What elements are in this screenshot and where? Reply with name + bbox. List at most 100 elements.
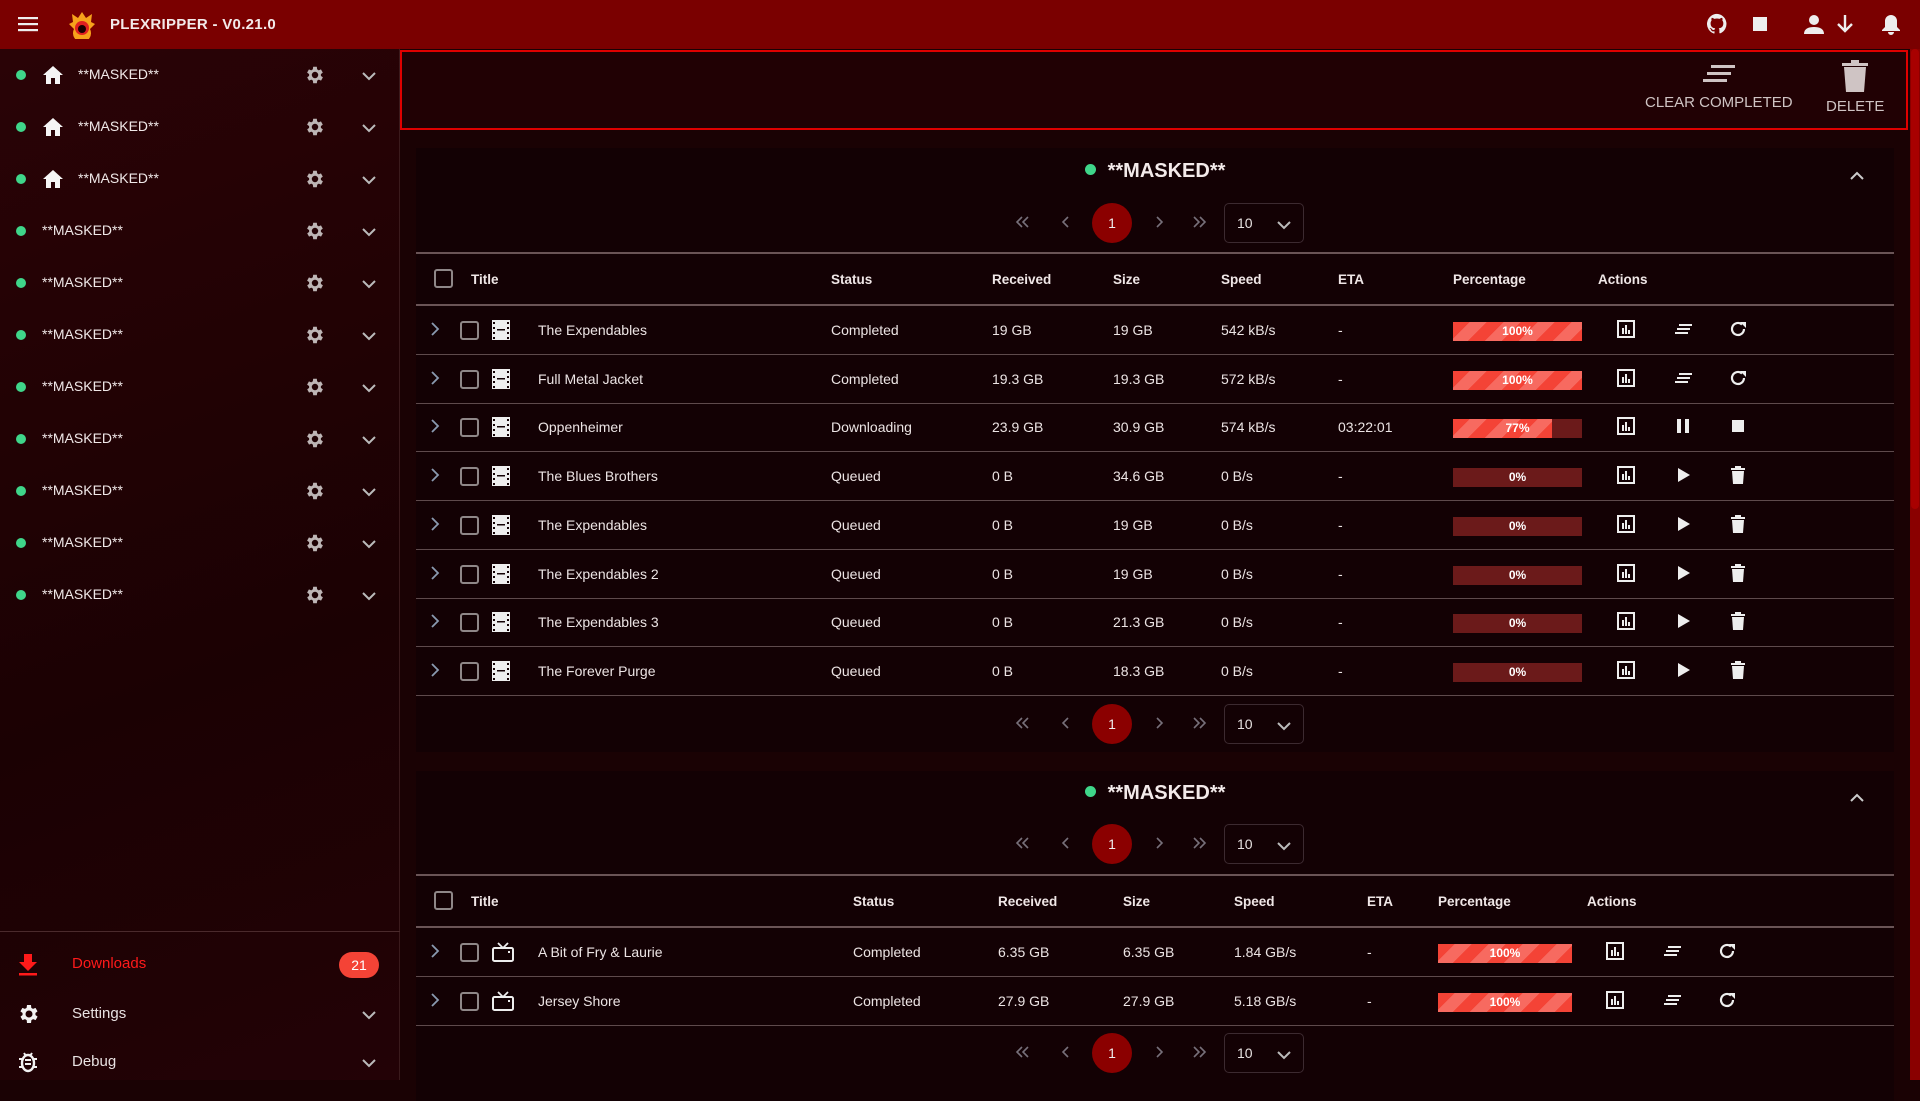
- gear-icon[interactable]: [304, 428, 326, 455]
- chevron-right-icon[interactable]: [430, 663, 440, 682]
- sidebar-server-item[interactable]: **MASKED**: [0, 465, 400, 517]
- gear-icon[interactable]: [304, 324, 326, 351]
- gear-icon[interactable]: [304, 376, 326, 403]
- first-page-icon[interactable]: [1014, 836, 1030, 855]
- next-page-icon[interactable]: [1154, 1045, 1164, 1064]
- current-page-button[interactable]: 1: [1092, 203, 1132, 243]
- gear-icon[interactable]: [304, 532, 326, 559]
- first-page-icon[interactable]: [1014, 1045, 1030, 1064]
- account-icon[interactable]: [1803, 13, 1825, 40]
- row-checkbox[interactable]: [460, 613, 479, 633]
- sidebar-server-item[interactable]: **MASKED**: [0, 153, 400, 205]
- column-header-speed[interactable]: Speed: [1234, 894, 1275, 909]
- chevron-up-icon[interactable]: [1850, 168, 1864, 186]
- first-page-icon[interactable]: [1014, 215, 1030, 234]
- previous-page-icon[interactable]: [1061, 215, 1071, 234]
- gear-icon[interactable]: [304, 584, 326, 611]
- rows-per-page-select[interactable]: 10: [1224, 704, 1304, 744]
- column-header-status[interactable]: Status: [831, 272, 873, 287]
- chevron-down-icon[interactable]: [362, 1007, 376, 1025]
- clear-icon[interactable]: [1674, 369, 1692, 392]
- row-checkbox[interactable]: [460, 991, 479, 1011]
- details-icon[interactable]: [1617, 660, 1635, 684]
- chevron-down-icon[interactable]: [362, 68, 376, 86]
- stop-icon[interactable]: [1753, 17, 1767, 36]
- gear-icon[interactable]: [304, 168, 326, 195]
- previous-page-icon[interactable]: [1061, 836, 1071, 855]
- delete-icon[interactable]: [1729, 660, 1747, 684]
- chevron-right-icon[interactable]: [430, 565, 440, 585]
- chevron-down-icon[interactable]: [362, 224, 376, 242]
- row-checkbox[interactable]: [460, 564, 479, 584]
- column-header-percentage[interactable]: Percentage: [1453, 272, 1526, 287]
- chevron-right-icon[interactable]: [430, 614, 440, 633]
- play-icon[interactable]: [1674, 661, 1692, 684]
- sidebar-server-item[interactable]: **MASKED**: [0, 413, 400, 465]
- row-checkbox[interactable]: [460, 661, 479, 681]
- play-icon[interactable]: [1674, 564, 1692, 587]
- nav-debug[interactable]: Debug: [0, 1038, 400, 1086]
- delete-icon[interactable]: [1729, 563, 1747, 587]
- menu-icon[interactable]: [18, 14, 40, 39]
- gear-icon[interactable]: [304, 480, 326, 507]
- details-icon[interactable]: [1606, 990, 1624, 1014]
- column-header-size[interactable]: Size: [1123, 894, 1151, 909]
- rows-per-page-select[interactable]: 10: [1224, 203, 1304, 243]
- sidebar-server-item[interactable]: **MASKED**: [0, 569, 400, 621]
- sidebar-server-item[interactable]: **MASKED**: [0, 309, 400, 361]
- column-header-received[interactable]: Received: [992, 272, 1052, 287]
- sidebar-server-item[interactable]: **MASKED**: [0, 101, 400, 153]
- delete-icon[interactable]: [1729, 466, 1747, 489]
- next-page-icon[interactable]: [1154, 836, 1164, 855]
- row-checkbox[interactable]: [460, 369, 479, 389]
- last-page-icon[interactable]: [1192, 836, 1208, 855]
- column-header-title[interactable]: Title: [471, 894, 499, 909]
- chevron-down-icon[interactable]: [362, 120, 376, 138]
- sidebar-server-item[interactable]: **MASKED**: [0, 205, 400, 257]
- rows-per-page-select[interactable]: 10: [1224, 824, 1304, 864]
- row-checkbox[interactable]: [460, 467, 479, 487]
- chevron-down-icon[interactable]: [362, 484, 376, 502]
- chevron-down-icon[interactable]: [362, 328, 376, 346]
- restart-icon[interactable]: [1718, 991, 1736, 1014]
- previous-page-icon[interactable]: [1061, 716, 1071, 735]
- chevron-right-icon[interactable]: [430, 419, 440, 438]
- details-icon[interactable]: [1606, 942, 1624, 965]
- chevron-up-icon[interactable]: [1850, 790, 1864, 808]
- chevron-right-icon[interactable]: [430, 468, 440, 487]
- next-page-icon[interactable]: [1154, 215, 1164, 234]
- current-page-button[interactable]: 1: [1092, 1033, 1132, 1073]
- chevron-right-icon[interactable]: [430, 322, 440, 341]
- chevron-right-icon[interactable]: [430, 517, 440, 536]
- chevron-down-icon[interactable]: [362, 588, 376, 606]
- first-page-icon[interactable]: [1014, 716, 1030, 735]
- restart-icon[interactable]: [1729, 369, 1747, 392]
- row-checkbox[interactable]: [460, 515, 479, 535]
- last-page-icon[interactable]: [1192, 215, 1208, 234]
- restart-icon[interactable]: [1729, 320, 1747, 343]
- row-checkbox[interactable]: [460, 943, 479, 962]
- last-page-icon[interactable]: [1192, 716, 1208, 735]
- github-icon[interactable]: [1706, 13, 1728, 40]
- scrollbar-thumb[interactable]: [1911, 49, 1919, 509]
- chevron-down-icon[interactable]: [362, 1055, 376, 1073]
- row-checkbox[interactable]: [460, 418, 479, 438]
- select-all-checkbox[interactable]: [434, 269, 453, 288]
- details-icon[interactable]: [1617, 612, 1635, 635]
- chevron-down-icon[interactable]: [362, 380, 376, 398]
- column-header-speed[interactable]: Speed: [1221, 272, 1262, 287]
- column-header-eta[interactable]: ETA: [1367, 894, 1393, 909]
- details-icon[interactable]: [1617, 563, 1635, 587]
- details-icon[interactable]: [1617, 466, 1635, 489]
- column-header-percentage[interactable]: Percentage: [1438, 894, 1511, 909]
- row-checkbox[interactable]: [460, 321, 479, 340]
- clear-completed-button[interactable]: CLEAR COMPLETED: [1645, 60, 1793, 111]
- rows-per-page-select[interactable]: 10: [1224, 1033, 1304, 1073]
- clear-icon[interactable]: [1663, 991, 1681, 1014]
- column-header-status[interactable]: Status: [853, 894, 895, 909]
- gear-icon[interactable]: [304, 272, 326, 299]
- chevron-down-icon[interactable]: [362, 172, 376, 190]
- details-icon[interactable]: [1617, 417, 1635, 440]
- delete-icon[interactable]: [1729, 612, 1747, 635]
- restart-icon[interactable]: [1718, 942, 1736, 965]
